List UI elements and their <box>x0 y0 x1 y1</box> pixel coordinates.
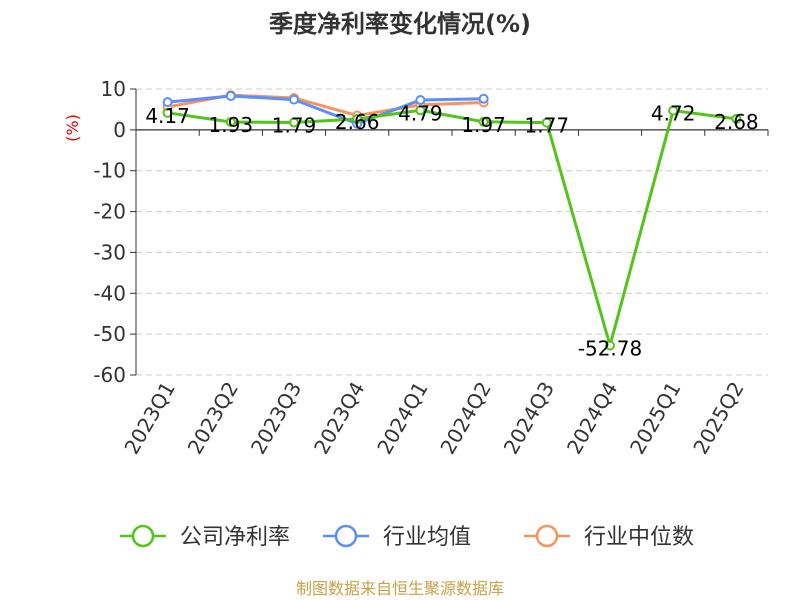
axes <box>130 88 769 376</box>
legend-label[interactable]: 公司净利率 <box>180 525 290 550</box>
x-tick-label: 2025Q1 <box>625 378 685 459</box>
y-tick-label: -50 <box>93 322 126 346</box>
data-point[interactable] <box>478 116 489 127</box>
legend-swatch-marker[interactable] <box>334 524 358 548</box>
series-line-1 <box>167 94 484 126</box>
y-tick-label: -30 <box>93 240 126 264</box>
x-tick-label: 2025Q2 <box>688 378 748 459</box>
data-point[interactable] <box>352 113 363 124</box>
legend-label[interactable]: 行业中位数 <box>584 525 694 550</box>
data-label: 1.77 <box>525 114 570 138</box>
legend-swatch-marker[interactable] <box>535 524 559 548</box>
data-label: -52.78 <box>578 337 642 361</box>
y-tick-label: 0 <box>113 118 126 142</box>
data-label: 4.79 <box>398 101 443 125</box>
y-tick-label: 10 <box>101 77 126 101</box>
legend[interactable]: 公司净利率 行业均值 行业中位数 <box>120 524 694 550</box>
data-point[interactable] <box>415 95 426 106</box>
data-label: 2.68 <box>714 110 759 134</box>
y-tick-label: -60 <box>93 363 126 387</box>
data-point[interactable] <box>162 97 173 108</box>
legend-swatch-marker[interactable] <box>131 524 155 548</box>
source-note: 制图数据来自恒生聚源数据库 <box>296 579 504 598</box>
x-tick-label: 2024Q1 <box>372 378 432 459</box>
data-point[interactable] <box>731 113 742 124</box>
data-point[interactable] <box>668 105 679 116</box>
data-label: 1.93 <box>209 113 254 137</box>
x-tick-label: 2024Q4 <box>562 378 622 459</box>
data-point[interactable] <box>162 107 173 118</box>
chart-title: 季度净利率变化情况(%) <box>269 10 531 38</box>
x-tick-label: 2024Q3 <box>499 378 559 459</box>
y-tick-label: -10 <box>93 159 126 183</box>
data-point[interactable] <box>415 105 426 116</box>
x-tick-label: 2023Q1 <box>119 378 179 459</box>
y-tick-label: -40 <box>93 281 126 305</box>
grid-lines <box>136 88 768 376</box>
x-tick-label: 2024Q2 <box>435 378 495 459</box>
series-line-0 <box>167 108 737 348</box>
data-label: 4.72 <box>651 102 696 126</box>
data-labels: 4.17 1.93 1.79 2.66 4.79 1.97 1.77 -52.78 4.72 2.… <box>145 101 758 360</box>
data-point[interactable] <box>289 94 299 105</box>
x-tick-labels: 2023Q1 2023Q2 2023Q3 2023Q4 2024Q1 2024Q2 2024… <box>119 378 748 459</box>
data-label: 2.66 <box>335 110 380 134</box>
series-lines <box>167 93 737 348</box>
y-tick-labels: 10 0 -10 -20 -30 -40 -50 -60 <box>93 77 126 387</box>
y-tick-label: -20 <box>93 200 126 224</box>
data-point[interactable] <box>541 117 552 128</box>
data-point[interactable] <box>225 90 236 101</box>
x-tick-label: 2023Q3 <box>246 378 306 459</box>
series-points <box>162 90 742 351</box>
x-tick-label: 2023Q4 <box>309 378 369 459</box>
data-label: 4.17 <box>145 104 190 128</box>
data-point[interactable] <box>289 117 299 128</box>
y-axis-label: (%) <box>63 114 82 142</box>
x-tick-label: 2023Q2 <box>183 378 243 459</box>
data-label: 1.79 <box>272 114 317 138</box>
data-point[interactable] <box>478 93 489 104</box>
data-point[interactable] <box>225 116 236 127</box>
data-label: 1.97 <box>461 113 506 137</box>
legend-label[interactable]: 行业均值 <box>383 525 471 550</box>
data-point[interactable] <box>605 340 615 351</box>
